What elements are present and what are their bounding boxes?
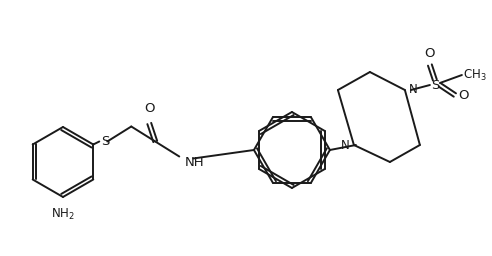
Text: CH$_3$: CH$_3$ [463, 68, 487, 83]
Text: S: S [101, 135, 110, 148]
Text: NH$_2$: NH$_2$ [51, 207, 75, 222]
Text: O: O [458, 89, 468, 102]
Text: S: S [430, 79, 439, 91]
Text: NH: NH [184, 156, 204, 169]
Text: N: N [341, 140, 350, 153]
Text: O: O [144, 101, 154, 114]
Text: N: N [409, 82, 418, 95]
Text: O: O [425, 47, 435, 60]
